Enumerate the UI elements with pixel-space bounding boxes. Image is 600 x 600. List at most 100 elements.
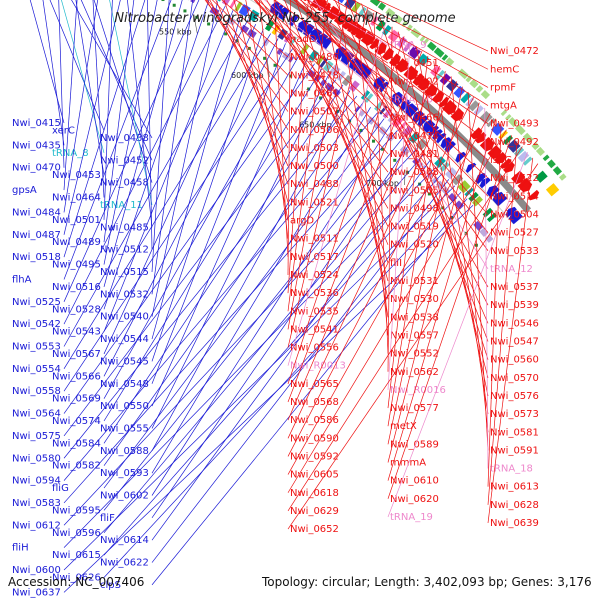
gene-label-left[interactable]: Nwi_0575 <box>12 431 61 442</box>
gene-label-left[interactable]: Nwi_0600 <box>12 565 61 576</box>
gene-label-left[interactable]: Nwi_0555 <box>100 423 149 434</box>
gene-label-right[interactable]: Nwi_0466 <box>390 113 439 124</box>
gene-label-right[interactable]: Nwi_0541 <box>290 324 339 335</box>
gene-label-right[interactable]: Nwi_0521 <box>290 197 339 208</box>
gene-label-left[interactable]: tRNA_11 <box>100 200 143 211</box>
gene-label-right[interactable]: Nwi_0500 <box>290 161 339 172</box>
gene-label-left[interactable]: Nwi_0485 <box>100 222 149 233</box>
gene-label-right[interactable]: Nwi_0533 <box>490 246 539 257</box>
gene-label-right[interactable]: Nwi_0552 <box>390 349 439 360</box>
gene-label-right[interactable]: tRNA_19 <box>390 512 433 523</box>
gene-label-right[interactable]: mmmA <box>390 458 426 469</box>
gene-label-left[interactable]: Nwi_0637 <box>12 587 61 598</box>
gene-label-right[interactable]: Nwi_0511 <box>290 234 339 245</box>
gene-label-right[interactable]: Nwi_0652 <box>290 524 339 535</box>
gene-label-left[interactable]: fliH <box>12 543 29 554</box>
gene-label-right[interactable]: Nwi_0530 <box>390 294 439 305</box>
gene-label-left[interactable]: gpsA <box>12 185 37 196</box>
gene-label-right[interactable]: Nwi_0581 <box>490 427 539 438</box>
gene-label-left[interactable]: Nwi_0583 <box>12 498 61 509</box>
gene-label-left[interactable]: Nwi_0558 <box>12 386 61 397</box>
gene-label-left[interactable]: Nwi_0501 <box>52 215 101 226</box>
gene-label-left[interactable]: Nwi_0415 <box>12 118 61 129</box>
gene-label-right[interactable]: tRNA_12 <box>490 264 533 275</box>
gene-label-right[interactable]: Nwi_0556 <box>290 343 339 354</box>
gene-label-right[interactable]: Nwi_0592 <box>290 451 339 462</box>
gene-label-left[interactable]: clpS <box>100 580 121 591</box>
gene-label-right[interactable]: Nwi_0514 <box>490 191 539 202</box>
gene-label-left[interactable]: Nwi_0540 <box>100 312 149 323</box>
gene-label-right[interactable]: Nwi_0620 <box>390 494 439 505</box>
gene-label-right[interactable]: Nwi_0610 <box>390 476 439 487</box>
gene-label-right[interactable]: Nwi_0504 <box>490 209 539 220</box>
gene-label-right[interactable]: Nwi_0472 <box>490 46 539 57</box>
gene-label-right[interactable]: Nwi_0628 <box>490 500 539 511</box>
gene-label-left[interactable]: Nwi_0470 <box>12 163 61 174</box>
gene-label-right[interactable]: Nwi_0546 <box>490 318 539 329</box>
gene-label-right[interactable]: Nwi_0577 <box>390 403 439 414</box>
gene-label-right[interactable]: mtgA <box>490 101 517 112</box>
gene-label-left[interactable]: Nwi_0550 <box>100 401 149 412</box>
gene-label-right[interactable]: Nwi_0560 <box>490 355 539 366</box>
gene-label-left[interactable]: Nwi_0464 <box>52 193 101 204</box>
gene-label-left[interactable]: Nwi_0515 <box>100 267 149 278</box>
gene-label-right[interactable]: Nwi_0613 <box>490 482 539 493</box>
gene-label-left[interactable]: Nwi_0615 <box>52 550 101 561</box>
gene-label-right[interactable]: Nwi_0570 <box>490 373 539 384</box>
gene-label-left[interactable]: tRNA_8 <box>52 148 89 159</box>
gene-label-left[interactable]: Nwi_0614 <box>100 535 149 546</box>
gene-label-left[interactable]: Nwi_0489 <box>52 237 101 248</box>
gene-label-right[interactable]: Nwi_0461 <box>290 88 339 99</box>
gene-label-right[interactable]: tRNA_9 <box>390 40 427 51</box>
gene-label-left[interactable]: Nwi_0516 <box>52 282 101 293</box>
gene-label-right[interactable]: Nwi_0492 <box>490 137 539 148</box>
gene-label-right[interactable]: Nwi_0618 <box>290 488 339 499</box>
gene-label-left[interactable]: Nwi_0567 <box>52 349 101 360</box>
gene-label-left[interactable]: Nwi_0593 <box>100 468 149 479</box>
gene-label-right[interactable]: Nwi_R0016 <box>390 385 446 396</box>
gene-label-left[interactable]: Nwi_0525 <box>12 297 61 308</box>
gene-label-left[interactable]: flhA <box>12 274 32 285</box>
gene-label-left[interactable]: Nwi_0452 <box>100 155 149 166</box>
gene-label-left[interactable]: Nwi_0569 <box>52 394 101 405</box>
gene-label-right[interactable]: Nwi_0506 <box>290 125 339 136</box>
gene-label-left[interactable]: fliF <box>100 513 115 524</box>
gene-label-left[interactable]: Nwi_0626 <box>52 572 101 583</box>
gene-label-right[interactable]: Nwi_0527 <box>490 228 539 239</box>
gene-label-right[interactable]: tRNA_18 <box>490 464 533 475</box>
gene-label-right[interactable]: tRNA_10 <box>390 95 433 106</box>
gene-label-right[interactable]: Nwi_0639 <box>490 518 539 529</box>
gene-label-left[interactable]: Nwi_0564 <box>12 409 61 420</box>
gene-label-left[interactable]: Nwi_0544 <box>100 334 149 345</box>
gene-label-right[interactable]: Nwi_0531 <box>390 276 439 287</box>
gene-label-left[interactable]: xerC <box>52 125 75 136</box>
gene-label-right[interactable]: Nwi_0520 <box>390 240 439 251</box>
gene-label-right[interactable]: Nwi_0590 <box>290 433 339 444</box>
gene-label-right[interactable]: Nwi_0589 <box>390 439 439 450</box>
gene-label-right[interactable]: Nwi_0493 <box>490 119 539 130</box>
gene-label-right[interactable]: Nwi_0535 <box>290 306 339 317</box>
gene-label-left[interactable]: Nwi_0553 <box>12 342 61 353</box>
gene-label-left[interactable]: Nwi_0588 <box>100 446 149 457</box>
gene-label-left[interactable]: Nwi_0594 <box>12 476 61 487</box>
gene-label-right[interactable]: Nwi_0562 <box>390 367 439 378</box>
gene-label-right[interactable]: Nwi_0507 <box>290 107 339 118</box>
gene-label-left[interactable]: Nwi_0542 <box>12 319 61 330</box>
gene-label-left[interactable]: Nwi_0528 <box>52 304 101 315</box>
gene-label-left[interactable]: Nwi_0518 <box>12 252 61 263</box>
gene-label-right[interactable]: Nwi_0586 <box>290 415 339 426</box>
gene-label-left[interactable]: Nwi_0458 <box>100 178 149 189</box>
gene-label-left[interactable]: Nwi_0566 <box>52 371 101 382</box>
gene-label-right[interactable]: Nwi_0565 <box>290 379 339 390</box>
gene-label-left[interactable]: Nwi_0596 <box>52 528 101 539</box>
gene-label-right[interactable]: Nwi_0522 <box>490 173 539 184</box>
gene-label-right[interactable]: Nwi_0557 <box>390 330 439 341</box>
gene-label-left[interactable]: Nwi_0453 <box>52 170 101 181</box>
gene-label-left[interactable]: Nwi_0574 <box>52 416 101 427</box>
gene-label-left[interactable]: Nwi_0595 <box>52 505 101 516</box>
gene-label-right[interactable]: argD <box>290 216 314 227</box>
gene-label-right[interactable]: Nwi_0536 <box>290 288 339 299</box>
gene-label-left[interactable]: Nwi_0580 <box>12 453 61 464</box>
gene-label-right[interactable]: Nwi_0519 <box>390 222 439 233</box>
gene-label-right[interactable]: rpmF <box>490 82 516 93</box>
